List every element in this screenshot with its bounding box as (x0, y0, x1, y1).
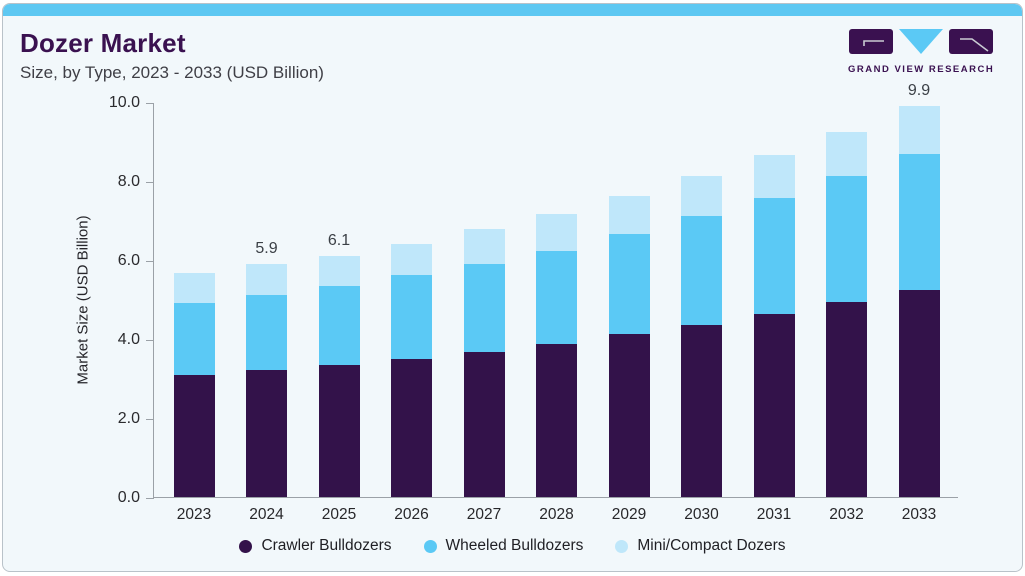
bar-segment-crawler (681, 325, 722, 497)
x-axis-label: 2032 (829, 506, 864, 523)
bar-total-label: 9.9 (907, 81, 931, 99)
y-tick-label: 4.0 (117, 331, 140, 348)
bar-segment-wheeled (246, 294, 287, 370)
page-subtitle: Size, by Type, 2023 - 2033 (USD Billion) (20, 63, 324, 82)
bar-group-2024 (246, 263, 287, 497)
legend-dot-wheeled (423, 539, 437, 553)
bar-segment-mini (536, 214, 577, 251)
bar-segment-wheeled (536, 250, 577, 344)
bar-segment-wheeled (753, 197, 795, 315)
x-axis-label: 2026 (394, 506, 429, 523)
x-axis-label: 2028 (539, 506, 574, 523)
y-tick-label: 0.0 (117, 489, 140, 506)
legend-dot-crawler (239, 539, 253, 553)
legend-label: Wheeled Bulldozers (445, 537, 584, 554)
grand-view-research-logo: GRAND VIEW RESEARCH (848, 29, 994, 75)
bar-segment-crawler (246, 369, 287, 497)
bar-segment-mini (246, 263, 287, 295)
chart-card: Dozer Market Size, by Type, 2023 - 2033 … (2, 3, 1023, 572)
bar-segment-wheeled (173, 303, 215, 375)
bar-segment-crawler (318, 364, 360, 497)
bar-segment-crawler (536, 343, 577, 497)
bar-segment-mini (391, 243, 432, 276)
y-tick-label: 2.0 (117, 410, 140, 427)
bar-group-2031 (753, 154, 795, 497)
x-axis-label: 2030 (684, 506, 719, 523)
bar-group-2026 (391, 243, 432, 497)
y-tick-mark (146, 103, 154, 104)
bar-segment-crawler (898, 289, 940, 497)
bar-group-2028 (536, 214, 577, 497)
bar-segment-wheeled (826, 176, 867, 302)
logo-text: GRAND VIEW RESEARCH (848, 64, 995, 75)
x-axis-label: 2027 (466, 506, 502, 523)
y-tick-label: 10.0 (108, 94, 140, 111)
top-accent-bar (3, 4, 1022, 16)
y-tick-mark (146, 182, 154, 183)
legend-label: Mini/Compact Dozers (637, 537, 786, 554)
bar-total-label: 6.1 (327, 232, 351, 250)
y-tick-mark (146, 340, 154, 341)
y-tick-label: 6.0 (117, 252, 140, 269)
x-axis-label: 2025 (321, 506, 357, 523)
y-tick-mark (146, 498, 154, 499)
bar-group-2029 (608, 195, 650, 497)
bar-group-2032 (826, 131, 867, 497)
bar-total-label: 5.9 (255, 239, 278, 257)
bar-group-2030 (681, 176, 722, 497)
x-axis-label: 2029 (611, 506, 647, 523)
bar-group-2033 (898, 105, 940, 497)
bar-segment-crawler (753, 314, 795, 497)
bar-segment-mini (898, 105, 940, 154)
bar-segment-wheeled (898, 153, 940, 290)
bar-segment-mini (173, 273, 215, 304)
bar-segment-mini (753, 154, 795, 198)
bar-segment-wheeled (608, 234, 650, 335)
legend-dot-mini (615, 539, 629, 553)
bar-segment-crawler (608, 334, 650, 497)
bar-segment-wheeled (681, 216, 722, 326)
legend-label: Crawler Bulldozers (261, 537, 392, 554)
x-axis-label: 2023 (176, 506, 212, 523)
y-axis-title: Market Size (USD Billion) (74, 215, 92, 385)
bar-segment-mini (681, 176, 722, 217)
bar-segment-wheeled (463, 263, 505, 352)
bar-segment-mini (826, 131, 867, 177)
bar-segment-crawler (173, 374, 215, 497)
bar-segment-mini (463, 229, 505, 264)
chart-header: Dozer Market Size, by Type, 2023 - 2033 … (20, 28, 324, 83)
y-tick-mark (146, 419, 154, 420)
bar-segment-crawler (826, 301, 867, 497)
y-tick-label: 8.0 (117, 173, 140, 190)
bar-group-2027 (463, 229, 505, 497)
legend-item-mini: Mini/Compact Dozers (615, 537, 786, 555)
page-title: Dozer Market (20, 28, 186, 58)
legend: Crawler Bulldozers Wheeled Bulldozers Mini… (3, 537, 1022, 555)
legend-item-wheeled: Wheeled Bulldozers (423, 537, 584, 555)
logo-mark-icon (849, 29, 993, 54)
bar-segment-mini (318, 256, 360, 286)
x-axis-label: 2031 (756, 506, 792, 523)
x-axis-label: 2024 (249, 506, 284, 523)
bar-segment-crawler (391, 358, 432, 497)
plot-area: 0.0 2.0 4.0 6.0 8.0 10.0 2023 5.9 2024 6.1 2025 202… (109, 82, 958, 523)
bar-group-2023 (173, 273, 215, 497)
x-axis-label: 2033 (901, 506, 937, 523)
legend-item-crawler: Crawler Bulldozers (239, 537, 392, 555)
bar-segment-wheeled (391, 275, 432, 359)
bar-segment-mini (608, 195, 650, 235)
bar-segment-wheeled (318, 285, 360, 365)
bar-segment-crawler (463, 351, 505, 497)
y-tick-mark (146, 261, 154, 262)
bar-group-2025 (318, 256, 360, 497)
